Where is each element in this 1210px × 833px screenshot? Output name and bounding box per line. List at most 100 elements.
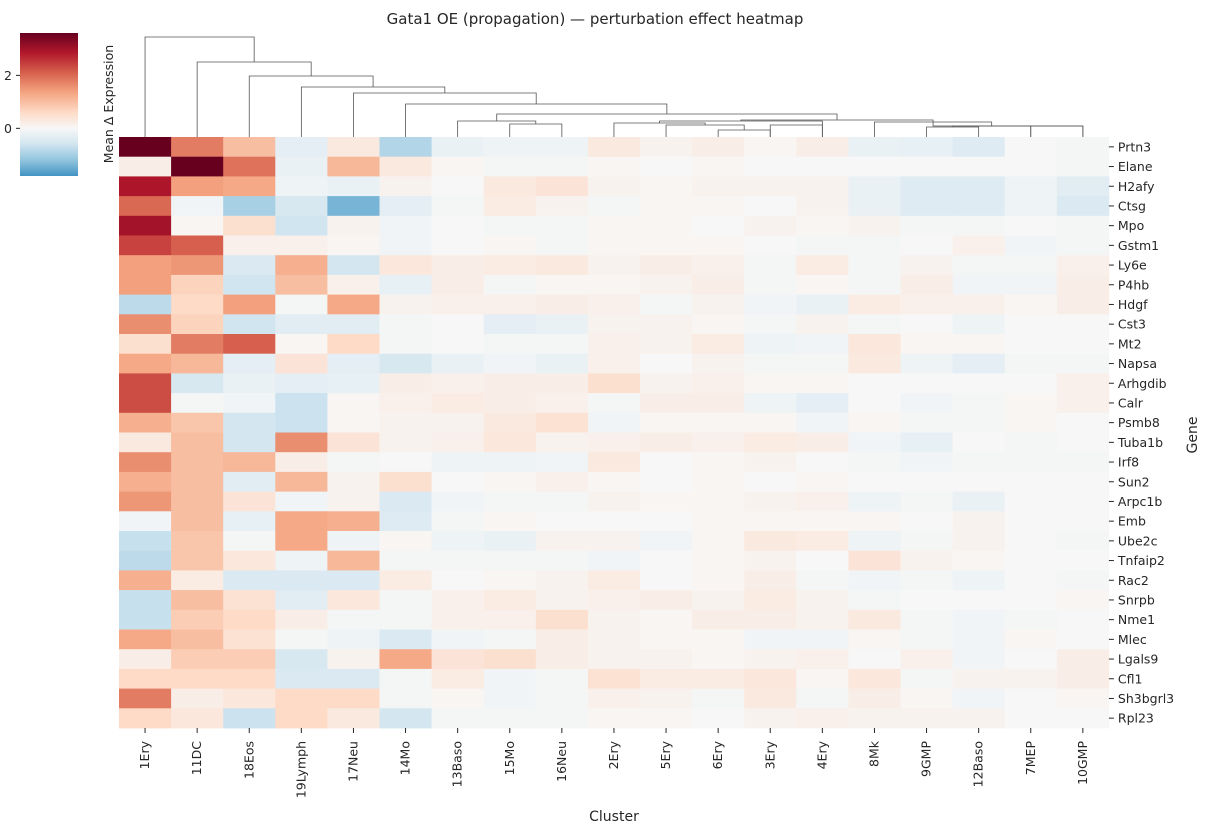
heatmap-cell [952,373,1006,394]
heatmap-cell [119,511,172,532]
heatmap-cell [379,255,432,276]
heatmap-cell [796,334,849,355]
dendrogram-link [196,61,312,137]
heatmap-cell [327,629,380,650]
heatmap-cell [379,452,432,473]
heatmap-cell [379,353,432,374]
dendrogram-link [769,124,823,137]
heatmap-cell [275,471,328,492]
heatmap-cell [640,137,693,158]
x-tick-label: 15Mo [502,741,517,775]
heatmap-cell [952,511,1006,532]
heatmap-cell [327,137,380,158]
heatmap-cell [535,137,589,158]
heatmap-cell [692,491,745,512]
heatmap-cell [119,215,172,236]
heatmap-cell [1004,688,1058,709]
heatmap-cell [431,393,485,414]
heatmap-cell [848,314,901,335]
heatmap-cell [900,708,953,729]
heatmap-cell [171,609,224,630]
heatmap-cell [171,353,224,374]
heatmap-cell [587,353,641,374]
heatmap-cell [327,471,380,492]
heatmap-cell [431,629,485,650]
heatmap-cell [483,314,537,335]
heatmap-cell [119,629,172,650]
heatmap-cell [1056,629,1110,650]
y-tick-label: Lgals9 [1118,652,1159,667]
heatmap-cell [431,452,485,473]
heatmap-cell [900,235,953,256]
heatmap-cell [640,196,693,217]
heatmap-cell [1056,550,1110,571]
heatmap-cell [275,235,328,256]
heatmap-cell [587,629,641,650]
heatmap-cell [692,393,745,414]
heatmap-cell [692,196,745,217]
heatmap-cell [119,294,172,315]
heatmap-cell [1056,196,1110,217]
heatmap-cell [1004,452,1058,473]
heatmap-cell [379,629,432,650]
heatmap-cell [587,373,641,394]
heatmap-cell [483,531,537,552]
heatmap-cell [327,176,380,197]
x-tick-label: 3Ery [762,740,777,769]
heatmap-cell [587,294,641,315]
heatmap-cell [744,176,797,197]
heatmap-cell [1056,294,1110,315]
heatmap-cell [223,629,276,650]
heatmap-cell [1056,274,1110,295]
heatmap-cell [1004,531,1058,552]
heatmap-cell [587,688,641,709]
x-tick-label: 11DC [189,741,204,776]
heatmap-cell [796,215,849,236]
heatmap-cell [692,511,745,532]
heatmap-cell [223,609,276,630]
heatmap-cell [275,629,328,650]
heatmap-cell [900,531,953,552]
heatmap-cell [848,471,901,492]
heatmap-cell [171,274,224,295]
y-axis-label: Gene [1185,417,1201,454]
x-tick-label: 14Mo [398,741,413,775]
heatmap-cell [535,412,589,433]
heatmap-cell [1056,412,1110,433]
heatmap-cell [848,294,901,315]
heatmap-cell [431,550,485,571]
heatmap-cell [1056,708,1110,729]
heatmap-cell [535,570,589,591]
heatmap-cell [483,471,537,492]
heatmap-cell [119,590,172,611]
heatmap-cell [1004,609,1058,630]
heatmap-cell [692,629,745,650]
y-tick-label: Snrpb [1118,592,1155,607]
y-tick-label: Cst3 [1118,317,1146,332]
heatmap-cell [1004,274,1058,295]
y-tick-label: P4hb [1118,277,1149,292]
x-tick-label: 19Lymph [293,741,308,798]
heatmap-cell [796,255,849,276]
heatmap-cell [535,353,589,374]
heatmap-cell [640,176,693,197]
heatmap-cell [1004,334,1058,355]
heatmap-cell [1004,649,1058,670]
heatmap-cell [223,235,276,256]
heatmap-cell [692,649,745,670]
heatmap-cell [223,334,276,355]
heatmap-cell [431,255,485,276]
heatmap-cell [848,393,901,414]
heatmap-cell [431,471,485,492]
heatmap-cell [848,373,901,394]
heatmap-cell [483,708,537,729]
y-tick-label: Ctsg [1118,198,1146,213]
heatmap-cell [327,215,380,236]
heatmap-cell [587,590,641,611]
heatmap-cell [587,176,641,197]
heatmap-cell [379,570,432,591]
heatmap-cell [900,255,953,276]
heatmap-cell [1056,314,1110,335]
heatmap-cell [379,196,432,217]
